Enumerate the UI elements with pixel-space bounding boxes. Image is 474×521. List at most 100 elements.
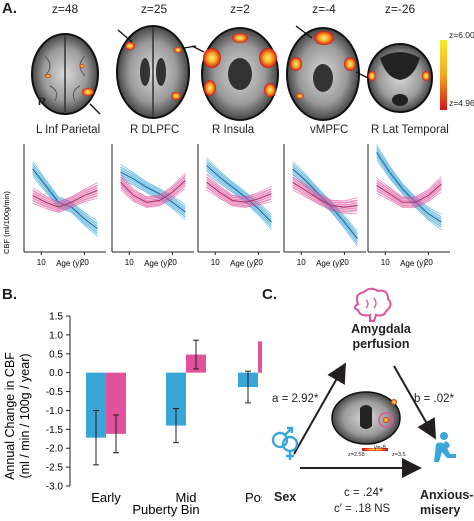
plot-x-tick-label: 10 — [125, 258, 134, 267]
series-strand — [32, 182, 98, 203]
series-strand — [206, 170, 272, 228]
bar-y-tick-label: 0.0 — [49, 368, 63, 379]
bar-mid-1 — [166, 372, 186, 426]
series-strand — [120, 188, 186, 208]
series-strand — [292, 189, 358, 214]
series-mean-line-1 — [120, 171, 186, 213]
series-band-1 — [32, 162, 98, 235]
bar-y-tick-label: -3.0 — [46, 482, 64, 493]
series-strand — [292, 184, 358, 210]
plot-x-tick-label: 20 — [254, 258, 263, 267]
mini-colorbar — [362, 448, 388, 451]
plot-x-tick-label: 10 — [211, 258, 220, 267]
bar-x-axis-label: Puberty Bin — [132, 502, 199, 517]
series-strand — [32, 187, 98, 206]
mediator-label-line2: perfusion — [352, 337, 410, 351]
slice-label-4: z=-4 — [312, 2, 336, 16]
panel-b-letter: B. — [2, 286, 17, 303]
series-strand — [32, 185, 98, 205]
path-a-arrow — [293, 362, 346, 455]
series-strand — [120, 185, 186, 206]
bar-y-tick-label: -1.0 — [46, 406, 64, 417]
series-strand — [206, 184, 272, 205]
series-strand — [376, 175, 442, 198]
path-b-label: b = .02* — [414, 393, 454, 405]
bar-category-label: Early — [91, 490, 121, 505]
bar-y-tick-label: -2.0 — [46, 444, 64, 455]
series-strand — [32, 195, 98, 211]
plot-x-tick-label: 20 — [80, 258, 89, 267]
bar-category-label: Post — [245, 490, 262, 505]
plot-x-tick-label: 10 — [37, 258, 46, 267]
series-band-2 — [376, 177, 442, 209]
series-strand — [206, 173, 272, 230]
plot-title-3: R Insula — [212, 124, 255, 136]
series-strand — [120, 182, 186, 205]
series-band-1 — [376, 146, 442, 229]
plot-title-2: R DLPFC — [130, 124, 180, 136]
colorbar-max: z=6.00 — [449, 30, 474, 40]
series-strand — [206, 162, 272, 220]
bar-y-axis-label-1: Annual Change in CBF — [3, 352, 17, 480]
series-strand — [120, 175, 186, 200]
brain-slice-z-26 — [355, 43, 433, 113]
slice-label-2: z=25 — [140, 2, 168, 16]
brain-slice-z25 — [116, 25, 197, 119]
series-strand — [32, 197, 98, 213]
puberty-bar-chart: Annual Change in CBF (ml / min / 100g / … — [3, 312, 262, 517]
series-strand — [120, 172, 186, 198]
mini-colorbar-min: z=2.58 — [348, 452, 365, 458]
series-mean-line-2 — [32, 189, 98, 208]
bar-early-1 — [86, 372, 106, 438]
slice-label-3: z=2 — [230, 2, 250, 16]
outcome-label-line1: Anxious- — [420, 488, 474, 502]
series-strand — [376, 147, 442, 218]
brain-slices — [31, 25, 433, 121]
plot-x-tick-label: 10 — [381, 258, 390, 267]
mediation-diagram — [271, 287, 456, 478]
plot-x-axis-label: Age (y) — [400, 259, 426, 268]
series-strand — [206, 187, 272, 206]
slice-label-1: z=48 — [51, 2, 79, 16]
brain-slice-z2 — [191, 27, 279, 121]
plot-x-tick-label: 20 — [340, 258, 349, 267]
brain-slice-z48 — [31, 33, 101, 115]
series-mean-line-1 — [376, 151, 442, 223]
sex-label: Sex — [274, 490, 297, 504]
series-strand — [206, 167, 272, 225]
hemisphere-label: R — [38, 96, 46, 108]
series-band-2 — [120, 174, 186, 209]
series-strand — [206, 189, 272, 208]
sex-icon — [271, 426, 299, 460]
mediator-label: Amygdala perfusion — [336, 322, 426, 352]
plot-title-4: vMPFC — [310, 124, 349, 136]
series-mean-line-2 — [376, 183, 442, 203]
series-strand — [120, 177, 186, 218]
mediator-label-line1: Amygdala — [351, 322, 411, 336]
path-c-label: c = .24* — [344, 487, 384, 499]
bar-y-tick-label: 1.0 — [49, 330, 63, 341]
series-strand — [120, 164, 186, 205]
plot-x-tick-label: 20 — [424, 258, 433, 267]
series-strand — [206, 179, 272, 201]
series-mean-line-1 — [206, 165, 272, 223]
series-strand — [206, 176, 272, 200]
series-strand — [376, 144, 442, 215]
series-strand — [376, 186, 442, 205]
panel-a-letter: A. — [2, 0, 17, 17]
series-band-2 — [292, 176, 358, 214]
cbf-y-axis-label: CBF (ml/100g/min) — [2, 191, 11, 254]
plot-x-tick-label: 10 — [297, 258, 306, 267]
series-strand — [206, 160, 272, 218]
series-strand — [120, 169, 186, 210]
series-strand — [120, 179, 186, 221]
series-strand — [376, 178, 442, 200]
series-mean-line-2 — [120, 180, 186, 203]
series-strand — [376, 149, 442, 220]
plot-x-tick-label: 20 — [168, 258, 177, 267]
outcome-label: Anxious- misery — [420, 488, 473, 518]
series-strand — [376, 188, 442, 206]
bar-early-2 — [106, 372, 126, 434]
